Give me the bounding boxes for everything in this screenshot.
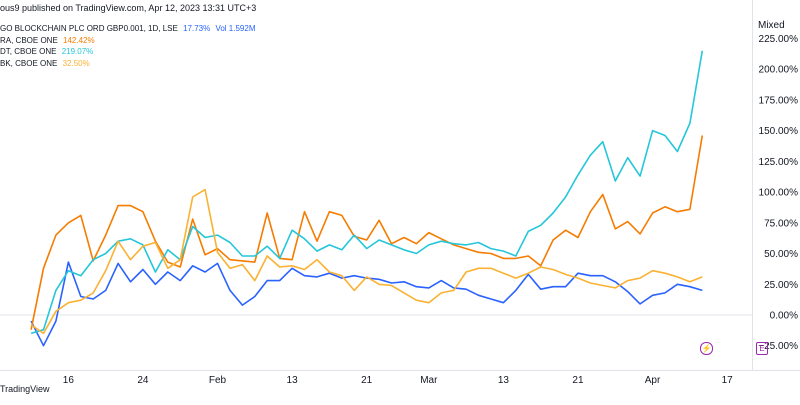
x-tick-label: Mar: [420, 375, 438, 386]
x-tick-label: 24: [137, 375, 149, 386]
scale-mode-label[interactable]: Mixed: [758, 20, 785, 31]
legend: GO BLOCKCHAIN PLC ORD GBP0.001, 1D, LSE …: [0, 23, 255, 69]
legend-value: 219.07%: [61, 47, 94, 56]
y-tick-label: 150.00%: [759, 126, 799, 137]
legend-volume: Vol 1.592M: [215, 24, 256, 33]
y-tick-label: 25.00%: [764, 280, 798, 291]
series-line-2: [30, 50, 704, 335]
y-tick-label: 75.00%: [764, 218, 798, 229]
y-tick-label: 0.00%: [770, 310, 798, 321]
x-tick-label: Apr: [645, 375, 661, 386]
legend-symbol: GO BLOCKCHAIN PLC ORD GBP0.001, 1D, LSE: [0, 24, 178, 33]
series-line-0: [30, 261, 703, 347]
lightning-icon[interactable]: ⚡: [700, 342, 713, 355]
legend-symbol: RA, CBOE ONE: [0, 35, 58, 45]
publisher-header: ous9 published on TradingView.com, Apr 1…: [0, 3, 257, 13]
series-line-3: [30, 188, 703, 335]
series-layer: [30, 50, 704, 347]
legend-value: 32.50%: [62, 58, 90, 68]
legend-value: 142.42%: [63, 35, 95, 45]
y-tick-label: −25.00%: [758, 341, 798, 352]
legend-row-yellow[interactable]: BK, CBOE ONE 32.50%: [0, 58, 255, 70]
x-tick-label: 13: [287, 375, 299, 386]
footer-brand[interactable]: TradingView: [0, 384, 50, 394]
series-line-1: [30, 135, 704, 330]
legend-row-cyan[interactable]: DT, CBOE ONE 219.07%: [0, 46, 255, 58]
y-tick-label: 225.00%: [759, 34, 799, 45]
legend-row-orange[interactable]: RA, CBOE ONE 142.42%: [0, 35, 255, 47]
earnings-icon[interactable]: E: [756, 342, 768, 355]
legend-row-blue[interactable]: GO BLOCKCHAIN PLC ORD GBP0.001, 1D, LSE …: [0, 23, 255, 35]
y-tick-label: 200.00%: [759, 65, 799, 76]
x-tick-label: 17: [722, 375, 734, 386]
y-axis: −25.00% 0.00% 25.00% 50.00% 75.00% 100.00% 125…: [752, 0, 799, 370]
legend-value: 17.73%: [183, 24, 211, 33]
x-axis: 16 24 Feb 13 21 Mar 13 21 Apr 17: [0, 370, 800, 386]
x-tick-label: 16: [63, 375, 75, 386]
x-tick-label: 13: [498, 375, 510, 386]
x-tick-label: 21: [361, 375, 373, 386]
y-tick-label: 125.00%: [759, 157, 799, 168]
x-tick-label: 21: [572, 375, 584, 386]
legend-symbol: DT, CBOE ONE: [0, 47, 57, 56]
y-tick-label: 50.00%: [764, 249, 798, 260]
y-tick-label: 100.00%: [759, 188, 799, 199]
x-tick-label: Feb: [209, 375, 227, 386]
y-tick-label: 175.00%: [759, 95, 799, 106]
legend-symbol: BK, CBOE ONE: [0, 58, 58, 68]
